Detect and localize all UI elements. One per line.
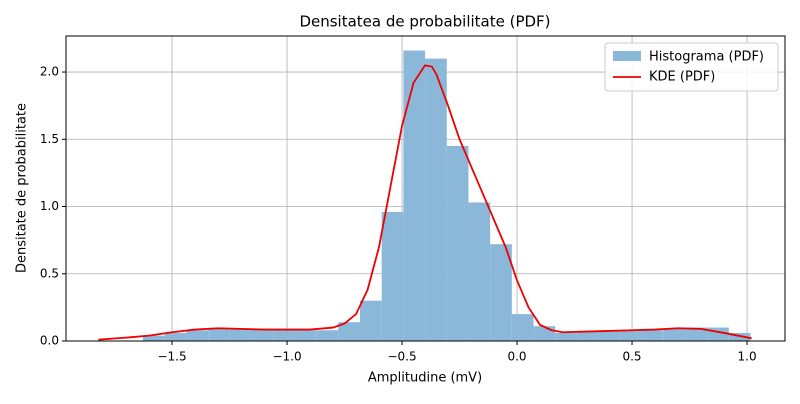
histogram-bar [208, 328, 230, 341]
histogram-bar [273, 330, 295, 341]
y-tick-label: 1.0 [40, 199, 59, 213]
histogram-bar [164, 332, 187, 341]
histogram-bar [143, 335, 165, 341]
histogram-bar [186, 330, 209, 341]
legend-label: Histograma (PDF) [649, 50, 764, 65]
histogram-bar [663, 328, 686, 341]
histogram-bar [403, 50, 426, 342]
y-tick-label: 1.5 [40, 132, 59, 146]
histogram-bar [381, 211, 404, 341]
histogram-bar [642, 330, 664, 341]
y-tick-label: 2.0 [40, 65, 59, 79]
histogram-bar [468, 202, 491, 341]
legend: Histograma (PDF) KDE (PDF) [604, 42, 779, 92]
histogram-bar [620, 330, 643, 341]
chart-title: Densitatea de probabilitate (PDF) [299, 13, 550, 31]
histogram-bar [533, 326, 556, 341]
histogram-bar [425, 58, 447, 342]
histogram-bar [359, 300, 382, 341]
kde-line [98, 64, 752, 341]
x-tick-label: 0.5 [622, 350, 641, 364]
y-tick-label: 0.5 [40, 266, 59, 280]
histogram-bar [490, 244, 512, 341]
plot-frame [65, 35, 786, 342]
histogram-bar [316, 330, 339, 341]
y-axis-label: Densitate de probabilitate [15, 103, 30, 273]
x-tick-label: 0.0 [507, 350, 526, 364]
histogram-bar [338, 322, 360, 341]
histogram-bar [511, 314, 534, 341]
histogram-bar [251, 328, 274, 341]
histogram-bar [446, 146, 469, 341]
histogram-bar [707, 327, 729, 341]
histogram-bar [576, 331, 599, 341]
x-axis-label: Amplitudine (mV) [368, 371, 482, 386]
x-tick-label: −1.5 [157, 350, 186, 364]
y-tick-label: 0.0 [40, 334, 59, 348]
legend-label: KDE (PDF) [649, 70, 715, 85]
legend-box [604, 42, 779, 92]
histogram-bar [229, 328, 252, 341]
x-tick-label: −0.5 [387, 350, 416, 364]
histogram-bar [685, 327, 708, 341]
histogram-bar [728, 332, 751, 341]
histogram-bar [294, 330, 317, 341]
x-tick-label: 1.0 [738, 350, 757, 364]
histogram-bar [598, 331, 621, 341]
x-tick-label: −1.0 [272, 350, 301, 364]
histogram-bar [555, 332, 577, 341]
legend-swatch [613, 51, 641, 61]
